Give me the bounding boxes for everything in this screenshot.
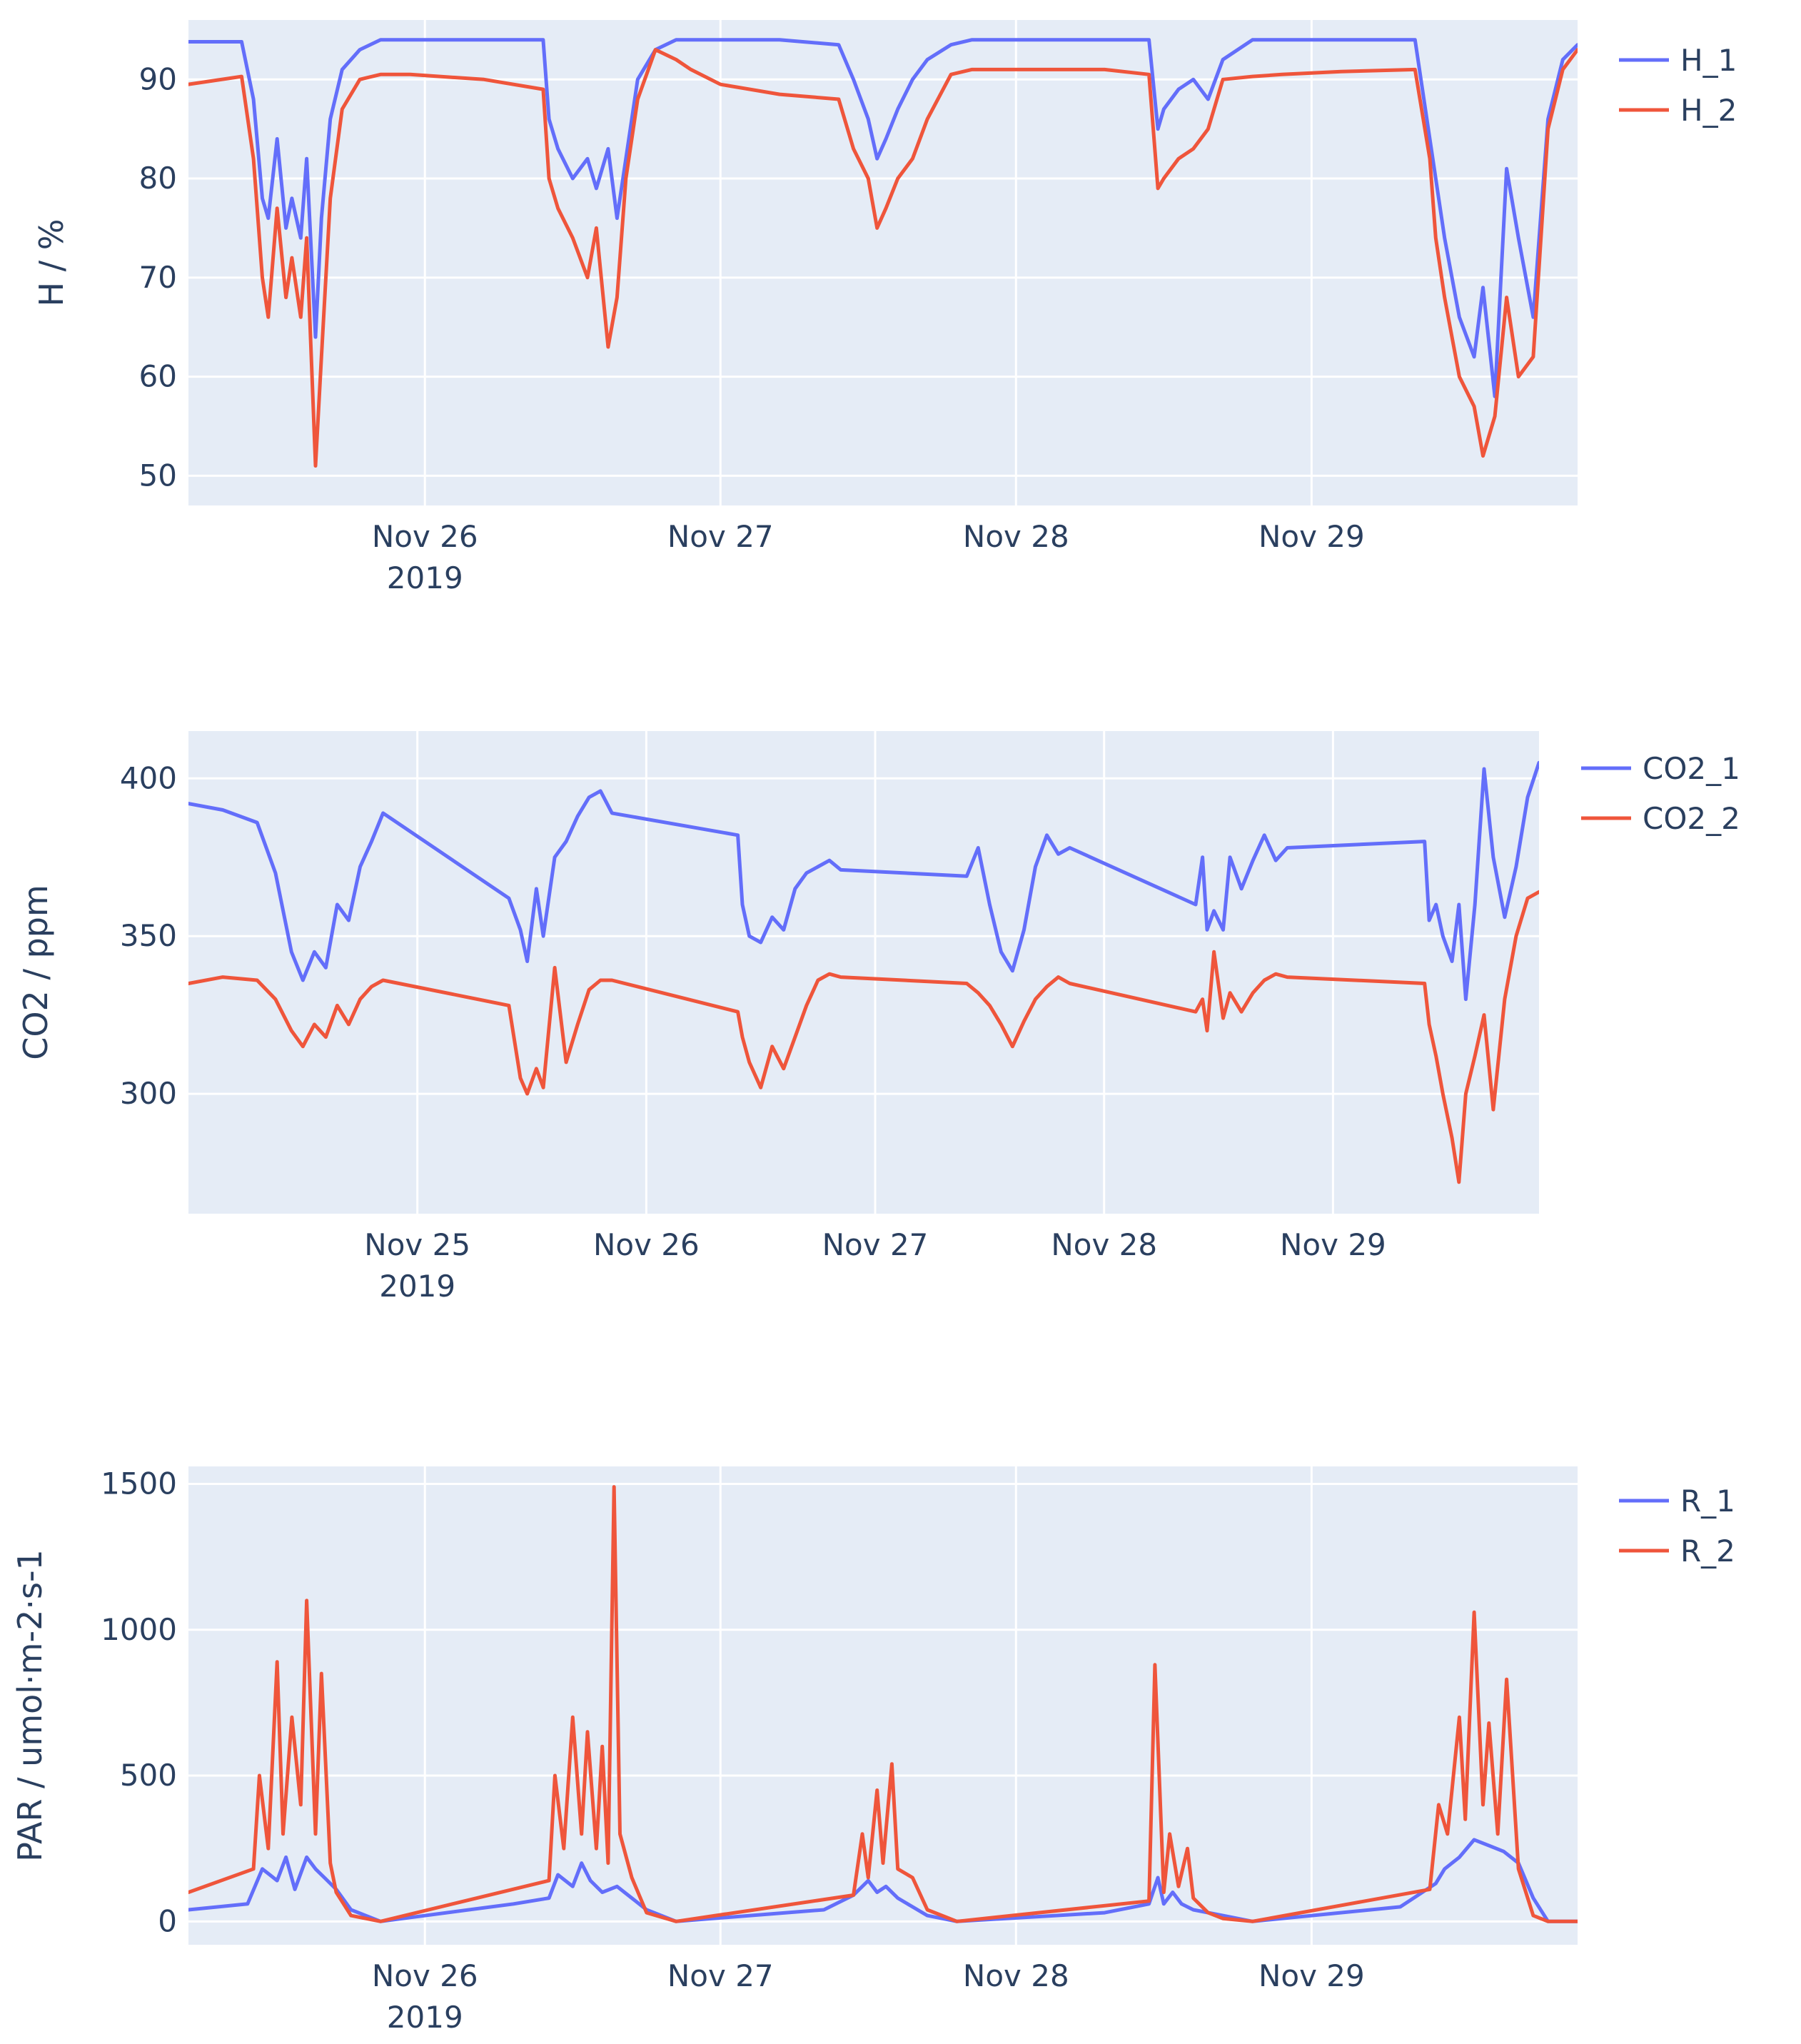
x-tick-label: Nov 26 bbox=[372, 519, 478, 554]
legend-label[interactable]: CO2_1 bbox=[1643, 751, 1740, 786]
humidity-chart: 50 60 70 80 90 Nov 26 2019 Nov 27 Nov 28 Nov 29 H … bbox=[32, 20, 1737, 595]
y-tick-label: 1000 bbox=[101, 1612, 177, 1647]
series-line-h-1 bbox=[188, 38, 1578, 398]
x-tick-label: Nov 27 bbox=[822, 1227, 929, 1262]
y-tick-label: 60 bbox=[139, 359, 177, 394]
legend-label[interactable]: R_1 bbox=[1680, 1484, 1735, 1519]
series-line-h-2 bbox=[188, 48, 1578, 468]
y-tick-label: 500 bbox=[120, 1758, 177, 1793]
legend-label[interactable]: R_2 bbox=[1680, 1534, 1735, 1569]
series-line-r-2 bbox=[188, 1485, 1578, 1923]
legend-label[interactable]: CO2_2 bbox=[1643, 801, 1740, 836]
y-tick-label: 0 bbox=[158, 1903, 177, 1938]
y-tick-label: 350 bbox=[120, 918, 177, 953]
x-tick-label: Nov 29 bbox=[1258, 519, 1365, 554]
series-line-co2-1 bbox=[188, 760, 1539, 1002]
y-axis-title: H / % bbox=[32, 218, 71, 306]
x-tick-label: Nov 29 bbox=[1280, 1227, 1386, 1262]
x-tick-year-label: 2019 bbox=[387, 2000, 463, 2035]
x-tick-label: Nov 28 bbox=[1051, 1227, 1157, 1262]
x-tick-label: Nov 28 bbox=[963, 519, 1069, 554]
legend-label[interactable]: H_2 bbox=[1680, 93, 1737, 128]
y-axis-title: PAR / umol·m-2·s-1 bbox=[11, 1549, 49, 1862]
x-tick-label: Nov 29 bbox=[1258, 1958, 1365, 1993]
x-tick-label: Nov 27 bbox=[667, 1958, 774, 1993]
y-tick-label: 50 bbox=[139, 458, 177, 493]
plot-area bbox=[188, 20, 1578, 505]
y-tick-label: 70 bbox=[139, 260, 177, 295]
y-tick-label: 90 bbox=[139, 61, 177, 96]
y-tick-label: 80 bbox=[139, 161, 177, 196]
x-tick-label: Nov 27 bbox=[667, 519, 774, 554]
x-tick-year-label: 2019 bbox=[379, 1269, 455, 1304]
y-tick-label: 1500 bbox=[101, 1466, 177, 1501]
series-line-r-1 bbox=[188, 1838, 1578, 1923]
plot-area bbox=[188, 1466, 1578, 1945]
y-tick-label: 300 bbox=[120, 1076, 177, 1111]
x-tick-label: Nov 26 bbox=[593, 1227, 700, 1262]
plot-area bbox=[188, 731, 1539, 1214]
x-tick-year-label: 2019 bbox=[387, 560, 463, 595]
y-tick-label: 400 bbox=[120, 760, 177, 795]
legend-label[interactable]: H_1 bbox=[1680, 43, 1737, 78]
x-tick-label: Nov 26 bbox=[372, 1958, 478, 1993]
x-tick-label: Nov 28 bbox=[963, 1958, 1069, 1993]
y-axis-title: CO2 / ppm bbox=[16, 885, 55, 1060]
co2-chart: 300 350 400 Nov 25 2019 Nov 26 Nov 27 Nov 28 Nov… bbox=[16, 731, 1740, 1304]
x-tick-label: Nov 25 bbox=[364, 1227, 470, 1262]
series-line-co2-2 bbox=[188, 890, 1539, 1184]
par-chart: 0 500 1000 1500 Nov 26 2019 Nov 27 Nov 28 Nov 29… bbox=[11, 1466, 1735, 2035]
